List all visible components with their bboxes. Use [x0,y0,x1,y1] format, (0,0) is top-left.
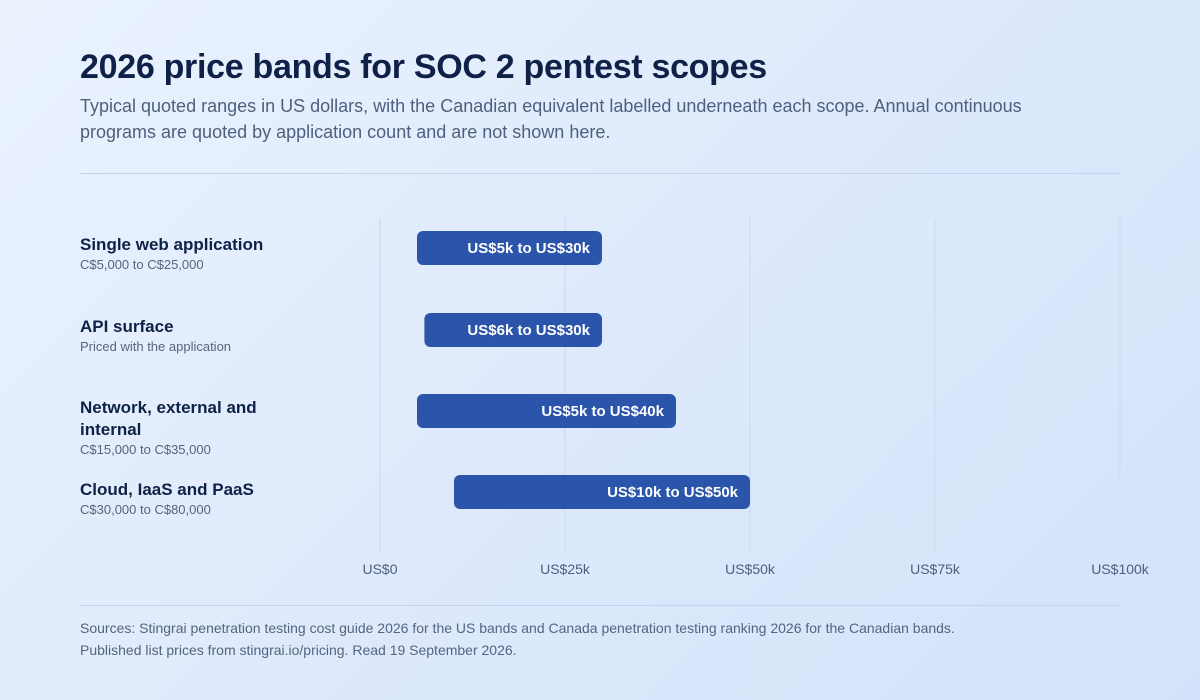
chart-title: 2026 price bands for SOC 2 pentest scope… [80,48,767,86]
footer-divider [80,605,1120,606]
bar-label: US$6k to US$30k [467,322,590,339]
row-label: internal [80,420,141,439]
bar-label: US$5k to US$30k [467,240,590,257]
bar-label: US$10k to US$50k [607,484,739,501]
header-divider [80,173,1120,174]
range-bar [454,475,750,509]
x-tick-label: US$75k [910,561,961,577]
row-sublabel: Priced with the application [80,339,231,354]
x-tick-label: US$25k [540,561,591,577]
row-label: API surface [80,317,174,336]
range-bar [417,231,602,265]
range-bar [424,313,602,347]
row-label: Network, external and [80,398,257,417]
x-tick-label: US$0 [362,561,397,577]
price-band-chart: US$0 US$25k US$50k US$75k US$100k Single web … [80,218,1150,577]
bar-label: US$5k to US$40k [541,403,664,420]
row-sublabel: C$5,000 to C$25,000 [80,257,204,272]
x-tick-label: US$100k [1091,561,1150,577]
row-sublabel: C$15,000 to C$35,000 [80,442,211,457]
range-bar [417,394,676,428]
row-sublabel: C$30,000 to C$80,000 [80,502,211,517]
sources-note: Sources: Stingrai penetration testing co… [80,620,955,658]
row-label: Cloud, IaaS and PaaS [80,480,254,499]
x-tick-label: US$50k [725,561,776,577]
chart-subtitle: Typical quoted ranges in US dollars, wit… [80,96,1022,142]
row-label: Single web application [80,235,263,254]
